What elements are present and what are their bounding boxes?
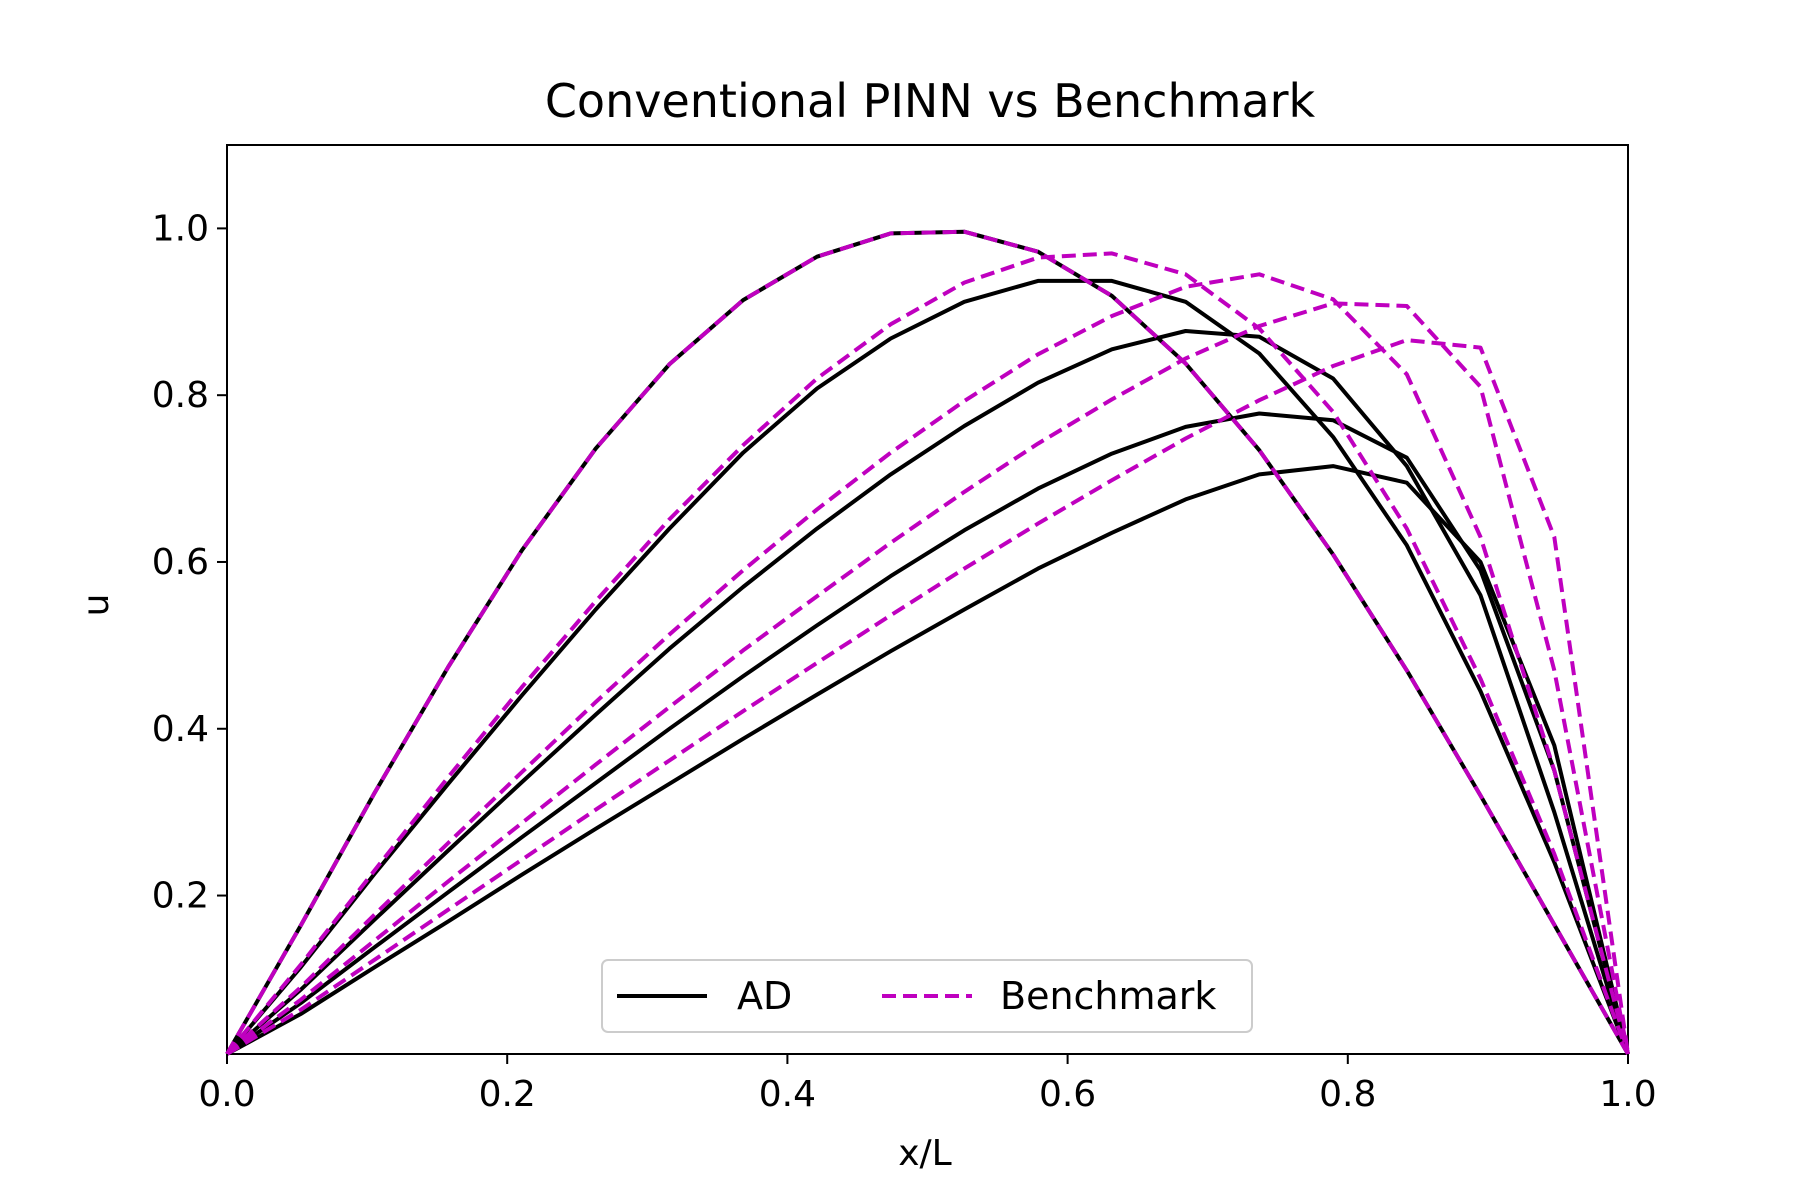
- benchmark-line-4: [225, 301, 1630, 1056]
- x-axis-label: x/L: [898, 1133, 952, 1174]
- x-tick-label: 0.6: [1039, 1074, 1096, 1115]
- benchmark-line-1: [225, 229, 1630, 1055]
- ad-line-2: [225, 278, 1630, 1056]
- x-tick-label: 0.0: [198, 1074, 255, 1115]
- y-tick-label: 1.0: [152, 208, 209, 249]
- ad-line-1: [225, 229, 1630, 1055]
- chart-title: Conventional PINN vs Benchmark: [545, 74, 1316, 128]
- benchmark-line-5: [225, 338, 1630, 1056]
- y-tick-label: 0.8: [152, 375, 209, 416]
- plot-frame: [226, 144, 1629, 1055]
- legend: AD Benchmark: [601, 959, 1253, 1033]
- x-tick-label: 1.0: [1599, 1074, 1656, 1115]
- ad-line-4: [225, 411, 1630, 1056]
- y-axis: 0.2 0.4 0.6 0.8 1.0: [152, 208, 227, 917]
- y-tick-label: 0.6: [152, 542, 209, 583]
- legend-benchmark-label: Benchmark: [1000, 974, 1216, 1018]
- plot-area: [226, 144, 1629, 1055]
- x-tick-label: 0.4: [759, 1074, 816, 1115]
- ad-line-5: [226, 464, 1630, 1056]
- benchmark-line-2: [225, 251, 1630, 1056]
- x-axis: 0.0 0.2 0.4 0.6 0.8 1.0: [198, 1054, 1657, 1115]
- x-tick-label: 0.2: [479, 1074, 536, 1115]
- y-tick-label: 0.2: [152, 876, 209, 917]
- y-tick-label: 0.4: [152, 709, 209, 750]
- y-axis-label: u: [76, 594, 117, 617]
- x-tick-label: 0.8: [1319, 1074, 1376, 1115]
- ad-series-group: [225, 229, 1630, 1056]
- benchmark-series-group: [225, 229, 1630, 1056]
- benchmark-line-3: [225, 272, 1630, 1056]
- legend-ad-label: AD: [737, 974, 792, 1018]
